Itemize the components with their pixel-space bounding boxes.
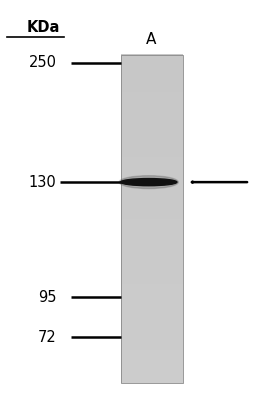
Bar bbox=[120, 234, 183, 239]
Bar bbox=[120, 55, 183, 383]
Bar bbox=[120, 112, 183, 116]
Bar bbox=[120, 95, 183, 100]
Bar bbox=[120, 357, 183, 362]
Bar bbox=[120, 329, 183, 334]
Bar bbox=[120, 259, 183, 264]
Bar bbox=[120, 263, 183, 268]
Bar bbox=[120, 58, 183, 63]
Bar bbox=[120, 345, 183, 350]
Bar bbox=[120, 304, 183, 309]
Bar bbox=[120, 62, 183, 67]
Bar bbox=[120, 206, 183, 211]
Bar bbox=[120, 165, 183, 170]
Bar bbox=[120, 255, 183, 260]
Bar bbox=[120, 148, 183, 153]
Text: 72: 72 bbox=[38, 330, 56, 344]
Ellipse shape bbox=[119, 176, 178, 188]
Bar bbox=[120, 251, 183, 256]
Bar bbox=[120, 71, 183, 76]
Bar bbox=[120, 132, 183, 137]
Bar bbox=[120, 353, 183, 358]
Bar bbox=[120, 320, 183, 325]
Bar bbox=[120, 108, 183, 112]
Bar bbox=[120, 214, 183, 219]
Bar bbox=[120, 103, 183, 108]
Bar bbox=[120, 296, 183, 301]
Bar bbox=[120, 288, 183, 293]
Bar bbox=[120, 202, 183, 206]
Bar bbox=[120, 276, 183, 280]
Bar bbox=[120, 194, 183, 198]
Bar bbox=[120, 312, 183, 317]
Bar bbox=[120, 280, 183, 284]
Bar bbox=[120, 124, 183, 129]
Bar bbox=[120, 173, 183, 178]
Bar bbox=[120, 161, 183, 166]
Bar bbox=[120, 169, 183, 174]
Bar bbox=[120, 66, 183, 71]
Bar bbox=[120, 284, 183, 288]
Bar bbox=[120, 333, 183, 338]
Bar bbox=[120, 300, 183, 305]
Bar bbox=[120, 243, 183, 248]
Text: A: A bbox=[146, 32, 156, 47]
Bar bbox=[120, 140, 183, 145]
Bar bbox=[120, 349, 183, 354]
Bar bbox=[120, 370, 183, 374]
Bar bbox=[120, 341, 183, 346]
Bar bbox=[120, 136, 183, 141]
Bar bbox=[120, 152, 183, 158]
Bar bbox=[120, 157, 183, 162]
Bar bbox=[120, 362, 183, 366]
Bar bbox=[120, 337, 183, 342]
Bar bbox=[120, 54, 183, 59]
Bar bbox=[120, 226, 183, 231]
Bar bbox=[120, 271, 183, 276]
Bar bbox=[120, 218, 183, 223]
Text: 95: 95 bbox=[38, 290, 56, 305]
Bar bbox=[120, 198, 183, 202]
Text: 250: 250 bbox=[28, 56, 56, 70]
Bar bbox=[120, 238, 183, 244]
Bar bbox=[120, 185, 183, 190]
Bar bbox=[120, 189, 183, 194]
Bar bbox=[120, 120, 183, 125]
Bar bbox=[120, 378, 183, 383]
Bar bbox=[120, 177, 183, 182]
Bar bbox=[120, 247, 183, 252]
Bar bbox=[120, 99, 183, 104]
Bar bbox=[120, 267, 183, 272]
Bar bbox=[120, 316, 183, 321]
Bar bbox=[120, 222, 183, 227]
Bar bbox=[120, 292, 183, 297]
Bar bbox=[120, 308, 183, 313]
Text: 130: 130 bbox=[29, 175, 56, 190]
Bar bbox=[120, 366, 183, 370]
Bar bbox=[120, 181, 183, 186]
Bar bbox=[120, 324, 183, 330]
Bar bbox=[120, 144, 183, 149]
Bar bbox=[120, 91, 183, 96]
Text: KDa: KDa bbox=[27, 20, 60, 35]
Bar bbox=[120, 79, 183, 84]
Bar bbox=[120, 83, 183, 88]
Bar bbox=[120, 116, 183, 120]
Bar bbox=[120, 230, 183, 235]
Ellipse shape bbox=[120, 178, 177, 186]
Bar bbox=[120, 210, 183, 215]
Bar bbox=[120, 87, 183, 92]
Bar bbox=[120, 75, 183, 80]
Bar bbox=[120, 128, 183, 133]
Bar bbox=[120, 374, 183, 379]
